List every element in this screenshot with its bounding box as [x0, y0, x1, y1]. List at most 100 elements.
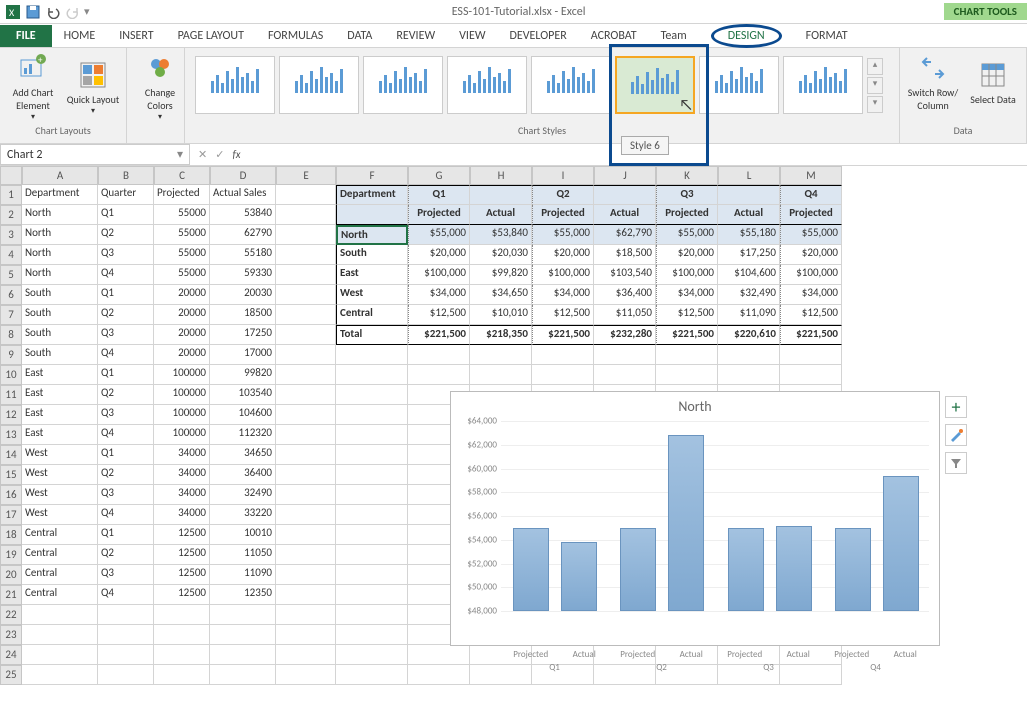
cell[interactable]	[594, 185, 656, 205]
cell[interactable]	[276, 485, 336, 505]
cell[interactable]: 55180	[210, 245, 276, 265]
cell[interactable]: Q3	[98, 325, 154, 345]
cell[interactable]: West	[22, 505, 98, 525]
qat-dropdown-icon[interactable]: ▾	[84, 5, 90, 18]
cell[interactable]: Q1	[98, 445, 154, 465]
chart-bar[interactable]	[561, 542, 597, 611]
cell[interactable]	[98, 605, 154, 625]
cell[interactable]: $12,500	[656, 305, 718, 325]
cell[interactable]: South	[22, 325, 98, 345]
cell[interactable]	[336, 465, 408, 485]
cell[interactable]: $34,650	[470, 285, 532, 305]
cell[interactable]: Q3	[656, 185, 718, 205]
col-header[interactable]: E	[276, 166, 336, 185]
cell[interactable]	[154, 665, 210, 685]
cell[interactable]: $221,500	[532, 325, 594, 345]
cell[interactable]: 17250	[210, 325, 276, 345]
cell[interactable]: 53840	[210, 205, 276, 225]
cell[interactable]: $36,400	[594, 285, 656, 305]
cell[interactable]: North	[22, 265, 98, 285]
cell[interactable]	[210, 645, 276, 665]
chart-styles-button[interactable]	[945, 424, 967, 446]
row-header[interactable]: 9	[0, 345, 22, 365]
tab-format[interactable]: FORMAT	[794, 25, 860, 47]
styles-scroll[interactable]: ▾	[867, 96, 883, 113]
tab-review[interactable]: REVIEW	[384, 25, 447, 47]
chart-elements-button[interactable]: +	[945, 396, 967, 418]
row-header[interactable]: 18	[0, 525, 22, 545]
cell[interactable]: $12,500	[780, 305, 842, 325]
cell[interactable]: Projected	[532, 205, 594, 225]
cell[interactable]: 17000	[210, 345, 276, 365]
redo-icon[interactable]	[64, 3, 82, 21]
cell[interactable]: Q3	[98, 245, 154, 265]
cell[interactable]: $221,500	[780, 325, 842, 345]
cell[interactable]: East	[336, 265, 408, 285]
cell[interactable]	[718, 345, 780, 365]
row-header[interactable]: 16	[0, 485, 22, 505]
cell[interactable]: 99820	[210, 365, 276, 385]
col-header[interactable]: J	[594, 166, 656, 185]
cell[interactable]: $55,000	[532, 225, 594, 245]
cell[interactable]: 55000	[154, 265, 210, 285]
cell[interactable]	[276, 525, 336, 545]
row-header[interactable]: 7	[0, 305, 22, 325]
cell[interactable]: $221,500	[408, 325, 470, 345]
cell[interactable]: West	[22, 485, 98, 505]
chart-bar[interactable]	[776, 526, 812, 611]
cell[interactable]	[276, 305, 336, 325]
quick-layout-button[interactable]: Quick Layout▾	[66, 52, 120, 122]
cell[interactable]: $232,280	[594, 325, 656, 345]
cell[interactable]: South	[22, 285, 98, 305]
cell[interactable]: 100000	[154, 425, 210, 445]
cell[interactable]	[336, 445, 408, 465]
cell[interactable]: $104,600	[718, 265, 780, 285]
cell[interactable]: Q4	[98, 345, 154, 365]
row-header[interactable]: 11	[0, 385, 22, 405]
cell[interactable]: Q4	[98, 505, 154, 525]
cell[interactable]: $55,000	[656, 225, 718, 245]
cell[interactable]	[22, 665, 98, 685]
cell[interactable]: West	[22, 465, 98, 485]
cell[interactable]: East	[22, 365, 98, 385]
cell[interactable]	[276, 285, 336, 305]
cell[interactable]: $103,540	[594, 265, 656, 285]
cell[interactable]	[276, 505, 336, 525]
cell[interactable]	[718, 365, 780, 385]
cell[interactable]: $10,010	[470, 305, 532, 325]
cell[interactable]: 12500	[154, 585, 210, 605]
cell[interactable]: $18,500	[594, 245, 656, 265]
cell[interactable]	[276, 365, 336, 385]
cell[interactable]	[780, 345, 842, 365]
cell[interactable]	[276, 425, 336, 445]
cell[interactable]	[276, 465, 336, 485]
row-header[interactable]: 22	[0, 605, 22, 625]
cell[interactable]	[98, 625, 154, 645]
cell[interactable]	[336, 625, 408, 645]
cell[interactable]	[408, 345, 470, 365]
cell[interactable]: $17,250	[718, 245, 780, 265]
cell[interactable]	[276, 585, 336, 605]
col-header[interactable]: H	[470, 166, 532, 185]
cell[interactable]	[276, 225, 336, 245]
cell[interactable]	[276, 265, 336, 285]
cell[interactable]	[276, 545, 336, 565]
cell[interactable]: $100,000	[656, 265, 718, 285]
styles-scroll[interactable]: ▴	[867, 58, 883, 75]
cell[interactable]: Q2	[98, 465, 154, 485]
cell[interactable]	[594, 365, 656, 385]
cell[interactable]: 36400	[210, 465, 276, 485]
cell[interactable]: Projected	[408, 205, 470, 225]
cell[interactable]: $55,180	[718, 225, 780, 245]
cell[interactable]: 12500	[154, 525, 210, 545]
cell[interactable]: $20,000	[656, 245, 718, 265]
tab-acrobat[interactable]: ACROBAT	[579, 25, 649, 47]
cell[interactable]: $100,000	[532, 265, 594, 285]
cell[interactable]	[276, 565, 336, 585]
cell[interactable]	[336, 585, 408, 605]
tab-data[interactable]: DATA	[335, 25, 384, 47]
cell[interactable]: North	[22, 245, 98, 265]
cell[interactable]	[276, 445, 336, 465]
cell[interactable]: Quarter	[98, 185, 154, 205]
cell[interactable]: Central	[22, 585, 98, 605]
